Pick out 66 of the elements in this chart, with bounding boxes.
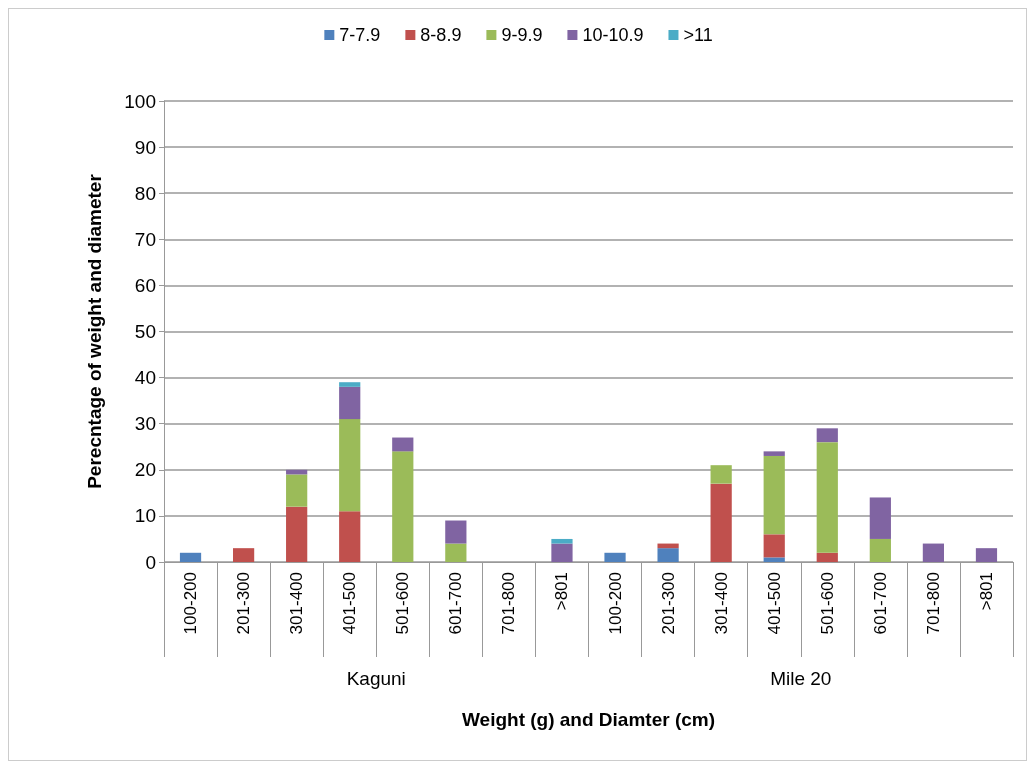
bar	[286, 474, 308, 507]
y-tick-label: 90	[134, 136, 156, 158]
bar	[710, 465, 732, 484]
bar	[286, 506, 308, 562]
bar	[179, 552, 202, 562]
bar	[604, 552, 626, 562]
x-tick-label: 301-400	[711, 572, 731, 635]
y-axis-title: Perecntage of weight and diameter	[84, 173, 105, 489]
x-tick-label: 501-600	[393, 572, 413, 635]
x-tick-label: >801	[552, 572, 572, 611]
bar	[816, 552, 838, 562]
bar	[869, 538, 891, 562]
bar	[232, 548, 255, 562]
bar	[339, 382, 361, 387]
x-tick-label: 401-500	[764, 572, 784, 635]
bar	[657, 543, 679, 549]
x-tick-label: 100-200	[181, 572, 201, 635]
x-tick-label: 401-500	[340, 572, 360, 635]
legend-label: 10-10.9	[582, 25, 644, 45]
legend-label: >11	[683, 25, 713, 45]
x-tick-label: 601-700	[870, 572, 890, 635]
bar	[339, 419, 361, 512]
bar	[445, 543, 467, 562]
text: Kaguni	[346, 667, 406, 689]
x-tick-label: 701-800	[923, 572, 943, 635]
bar	[869, 497, 891, 539]
bar	[763, 534, 785, 558]
y-tick-label: 40	[134, 367, 156, 389]
x-tick-label: 501-600	[817, 572, 837, 635]
x-tick-label: >801	[976, 572, 996, 611]
bar	[445, 520, 467, 544]
x-tick-label: 301-400	[287, 572, 307, 635]
y-tick-label: 70	[134, 228, 156, 250]
bar	[392, 437, 414, 452]
bar	[763, 451, 785, 456]
bar	[339, 511, 361, 562]
y-tick-label: 10	[134, 505, 156, 527]
bar	[763, 557, 785, 562]
y-tick-label: 20	[134, 459, 156, 481]
y-tick-label: 50	[134, 321, 156, 342]
legend-label: 8-8.9	[420, 25, 462, 45]
text: Mile 20	[770, 667, 832, 689]
bar	[763, 455, 785, 535]
bar	[551, 543, 573, 562]
y-tick-label: 60	[134, 274, 156, 296]
bar	[922, 543, 945, 562]
legend-label: 9-9.9	[501, 25, 543, 45]
x-axis-title: Weight (g) and Diamter (cm)	[462, 709, 715, 730]
bar	[975, 548, 998, 562]
x-tick-label: 201-300	[234, 572, 254, 635]
legend-label: 7-7.9	[339, 25, 381, 45]
y-tick-label: 100	[124, 90, 156, 112]
x-tick-label: 100-200	[605, 572, 625, 635]
x-tick-label: 601-700	[446, 572, 466, 635]
y-tick-label: 30	[134, 413, 156, 435]
x-tick-label: 701-800	[499, 572, 519, 635]
bar	[339, 386, 361, 420]
y-tick-label: 0	[145, 551, 156, 573]
bar	[816, 442, 838, 553]
bar	[710, 483, 732, 562]
y-tick-label: 80	[134, 182, 156, 204]
bar	[392, 451, 414, 562]
bar	[551, 538, 573, 544]
bar	[657, 548, 679, 562]
x-tick-label: 201-300	[658, 572, 678, 635]
bar	[816, 428, 838, 443]
